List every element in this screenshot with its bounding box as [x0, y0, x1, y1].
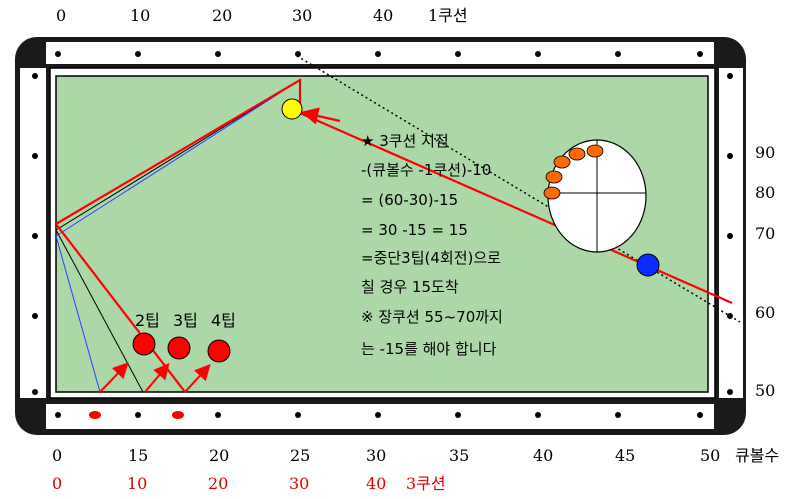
diamond-markers [32, 51, 733, 418]
diamond-marker [615, 412, 621, 418]
top-scale-label: 0 [56, 6, 66, 25]
diamond-marker [375, 412, 381, 418]
note-line: ★ 3쿠션 지점 [361, 132, 449, 150]
right-scale-label: 50 [755, 381, 775, 400]
third-cushion-label: 20 [208, 474, 228, 493]
note-line: ※ 장쿠션 55~70까지 [361, 308, 503, 326]
top-scale-label: 10 [130, 6, 150, 25]
diamond-marker [215, 412, 221, 418]
bottom-scale-label: 50 [700, 446, 720, 465]
diamond-marker [55, 51, 61, 57]
diamond-marker [535, 412, 541, 418]
bottom-scale-label: 25 [290, 446, 310, 465]
start-marker [89, 411, 101, 419]
bottom-scale-label: 30 [366, 446, 386, 465]
bottom-scale-label: 40 [533, 446, 553, 465]
note-line: -(큐볼수 -1쿠션)-10 [361, 161, 491, 179]
third-cushion-label: 30 [289, 474, 309, 493]
top-scale-title: 1쿠션 [428, 6, 468, 25]
ball-path [54, 78, 733, 393]
bottom-scale-label: 0 [52, 446, 62, 465]
diamond-marker [727, 389, 733, 395]
diamond-marker [32, 313, 38, 319]
table-rail [719, 68, 743, 398]
third-cushion-label: 0 [52, 474, 62, 493]
right-scale-label: 60 [755, 303, 775, 322]
start-marker [172, 411, 184, 419]
diamond-marker [32, 73, 38, 79]
diamond-marker [697, 412, 703, 418]
diamond-marker [455, 51, 461, 57]
diamond-marker [727, 73, 733, 79]
diamond-marker [32, 389, 38, 395]
right-scale-label: 90 [755, 143, 775, 162]
diamond-marker [32, 233, 38, 239]
right-scale-label: 70 [755, 224, 775, 243]
tip-label-2: 2팁 [135, 311, 160, 330]
diamond-marker [727, 233, 733, 239]
diamond-marker [32, 153, 38, 159]
diamond-marker [615, 51, 621, 57]
tip-arrow-3 [144, 362, 170, 393]
diamond-marker [375, 51, 381, 57]
third-cushion-label: 10 [127, 474, 147, 493]
cue-ball-blue [636, 253, 660, 277]
right-scale-label: 80 [755, 183, 775, 202]
tip-arrow-2 [99, 362, 129, 393]
third-cushion-label: 40 [366, 474, 386, 493]
diamond-marker [135, 51, 141, 57]
tip-arrow-4 [184, 364, 211, 393]
note-line: 는 -15를 해야 합니다 [361, 340, 497, 358]
bottom-scale-label: 35 [449, 446, 469, 465]
bottom-scale-title: 큐볼수 [735, 446, 779, 465]
bottom-scale-label: 45 [615, 446, 635, 465]
diamond-marker [215, 51, 221, 57]
aim-dotted-line [296, 55, 741, 323]
diamond-marker [295, 51, 301, 57]
tip-label-3: 3팁 [173, 311, 198, 330]
diamond-marker [727, 153, 733, 159]
third-cushion-title: 3쿠션 [406, 474, 446, 493]
table-rail [20, 68, 46, 398]
note-line: =중단3팁(4회전)으로 [361, 249, 501, 267]
tip-label-4: 4팁 [211, 311, 236, 330]
english-dot [545, 170, 563, 184]
diamond-marker [697, 51, 703, 57]
note-line: 칠 경우 15도착 [361, 278, 459, 296]
guide-line-blue [55, 235, 101, 393]
bottom-scale-label: 15 [128, 446, 148, 465]
tip-ball-3 [167, 336, 191, 360]
bottom-scale-label: 20 [209, 446, 229, 465]
diamond-marker [455, 412, 461, 418]
top-scale-label: 40 [373, 6, 393, 25]
top-scale-label: 30 [292, 6, 312, 25]
tip-ball-4 [207, 339, 231, 363]
note-line: = 30 -15 = 15 [361, 221, 468, 239]
english-dot [586, 144, 604, 158]
diamond-marker [295, 412, 301, 418]
diamond-marker [135, 412, 141, 418]
english-dot [568, 147, 586, 161]
path-arrow [300, 107, 341, 125]
object-ball-yellow [281, 98, 303, 120]
guide-line-blue [55, 79, 301, 237]
note-line: = (60-30)-15 [361, 191, 458, 209]
english-dot [543, 186, 561, 200]
tip-ball-2 [132, 332, 156, 356]
english-dot [553, 155, 571, 169]
diamond-marker [535, 51, 541, 57]
diamond-marker [55, 412, 61, 418]
top-scale-label: 20 [212, 6, 232, 25]
